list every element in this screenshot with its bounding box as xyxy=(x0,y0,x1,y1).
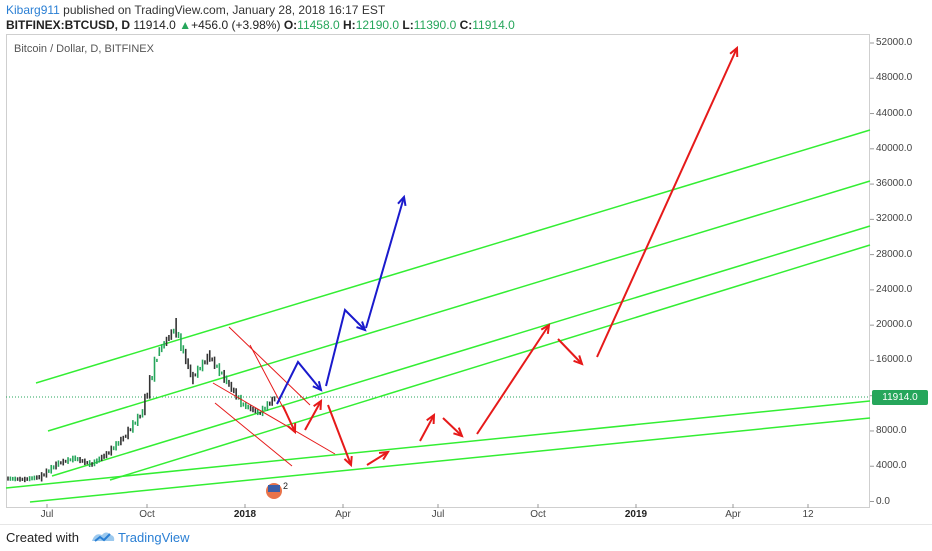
last-price: 11914.0 xyxy=(133,18,176,32)
close-label: C: xyxy=(459,18,473,32)
blue-arrow-3-head xyxy=(397,194,407,207)
x-tick-label: Oct xyxy=(139,509,155,520)
y-tick-label: 8000.0 xyxy=(876,424,907,436)
red-arrow-9 xyxy=(596,47,738,358)
high-value: 12190.0 xyxy=(355,18,400,32)
high-label: H: xyxy=(343,18,356,32)
low-value: 11390.0 xyxy=(413,18,457,32)
red-arrow-4-head xyxy=(378,450,390,461)
channel-line-1 xyxy=(35,129,871,384)
y-tick-label: 36000.0 xyxy=(876,178,913,190)
author-link[interactable]: Kibarg911 xyxy=(6,3,60,17)
y-tick-label: 0.0 xyxy=(876,495,890,507)
blue-arrow-3 xyxy=(365,196,405,329)
author-badge-icon[interactable]: 2 xyxy=(266,481,288,499)
y-tick-label: 48000.0 xyxy=(876,72,913,84)
x-tick-label: Oct xyxy=(530,509,546,520)
red-arrow-6-head xyxy=(453,427,464,438)
red-arrow-3-head xyxy=(343,455,353,468)
red-arrow-5 xyxy=(419,414,435,442)
red-arrow-8 xyxy=(557,338,583,365)
created-with-text: Created with xyxy=(6,530,79,545)
ohlc-bar: BITFINEX:BTCUSD, D 11914.0 ▲+456.0 (+3.9… xyxy=(6,18,515,32)
y-tick-label: 40000.0 xyxy=(876,142,913,154)
y-tick-label: 28000.0 xyxy=(876,248,913,260)
tradingview-logo-icon[interactable] xyxy=(90,529,116,550)
symbol: BITFINEX:BTCUSD, D xyxy=(6,18,130,32)
x-tick-label: Apr xyxy=(335,509,351,520)
publish-info: Kibarg911 published on TradingView.com, … xyxy=(6,3,385,17)
open-label: O: xyxy=(283,18,298,32)
y-tick-label: 4000.0 xyxy=(876,460,907,472)
blue-arrow-2 xyxy=(325,308,366,387)
red-arrow-6 xyxy=(442,417,463,437)
change: +456.0 (+3.98%) xyxy=(191,18,281,32)
red-arrow-3 xyxy=(327,404,352,466)
red-arrow-4 xyxy=(366,451,389,466)
wedge-line-1 xyxy=(228,326,311,406)
y-tick-label: 16000.0 xyxy=(876,354,913,366)
blue-arrow-1 xyxy=(276,360,322,405)
y-tick-label: 52000.0 xyxy=(876,37,913,48)
channel-line-3 xyxy=(51,225,871,477)
up-arrow-icon: ▲ xyxy=(179,18,192,32)
x-tick-label: Jul xyxy=(40,509,54,520)
x-tick-label: 2018 xyxy=(233,509,257,520)
blue-arrow-2-head xyxy=(356,321,367,332)
x-tick-label: 2019 xyxy=(624,509,648,520)
footer: Created with TradingView xyxy=(0,524,932,551)
published-text: published on TradingView.com, January 28… xyxy=(59,3,386,17)
x-tick-label: Jul xyxy=(431,509,445,520)
channel-line-4 xyxy=(109,244,871,481)
x-tick-label: 12 xyxy=(802,509,814,520)
chart-title: Bitcoin / Dollar, D, BITFINEX xyxy=(14,43,154,55)
red-arrow-8-head xyxy=(573,355,584,366)
y-tick-label: 44000.0 xyxy=(876,107,913,119)
price-tag: 11914.0 xyxy=(872,390,928,405)
low-label: L: xyxy=(402,18,414,32)
red-arrow-1 xyxy=(282,405,296,433)
y-tick-label: 32000.0 xyxy=(876,213,913,225)
red-arrow-1-head xyxy=(287,422,297,435)
y-tick-label: 24000.0 xyxy=(876,283,913,295)
red-arrow-7-head xyxy=(540,323,551,335)
wedge-line-2 xyxy=(214,402,293,467)
y-tick-label: 20000.0 xyxy=(876,319,913,331)
red-arrow-2-head xyxy=(313,398,323,411)
red-arrow-5-head xyxy=(426,412,436,425)
channel-line-5 xyxy=(5,400,871,489)
red-arrow-9-head xyxy=(729,45,739,58)
channel-line-6 xyxy=(29,417,871,503)
price-axis[interactable]: 52000.0 48000.0 44000.0 40000.0 36000.0 32000… xyxy=(870,34,932,508)
channel-line-2 xyxy=(47,180,871,432)
open-value: 11458.0 xyxy=(297,18,340,32)
svg-text:2: 2 xyxy=(283,481,288,491)
close-value: 11914.0 xyxy=(472,18,515,32)
x-tick-label: Apr xyxy=(725,509,741,520)
red-arrow-2 xyxy=(304,400,322,431)
red-arrow-7 xyxy=(476,324,550,435)
blue-arrow-1-head xyxy=(312,381,323,392)
tradingview-brand[interactable]: TradingView xyxy=(118,530,190,545)
wedge-line-3 xyxy=(212,382,336,455)
